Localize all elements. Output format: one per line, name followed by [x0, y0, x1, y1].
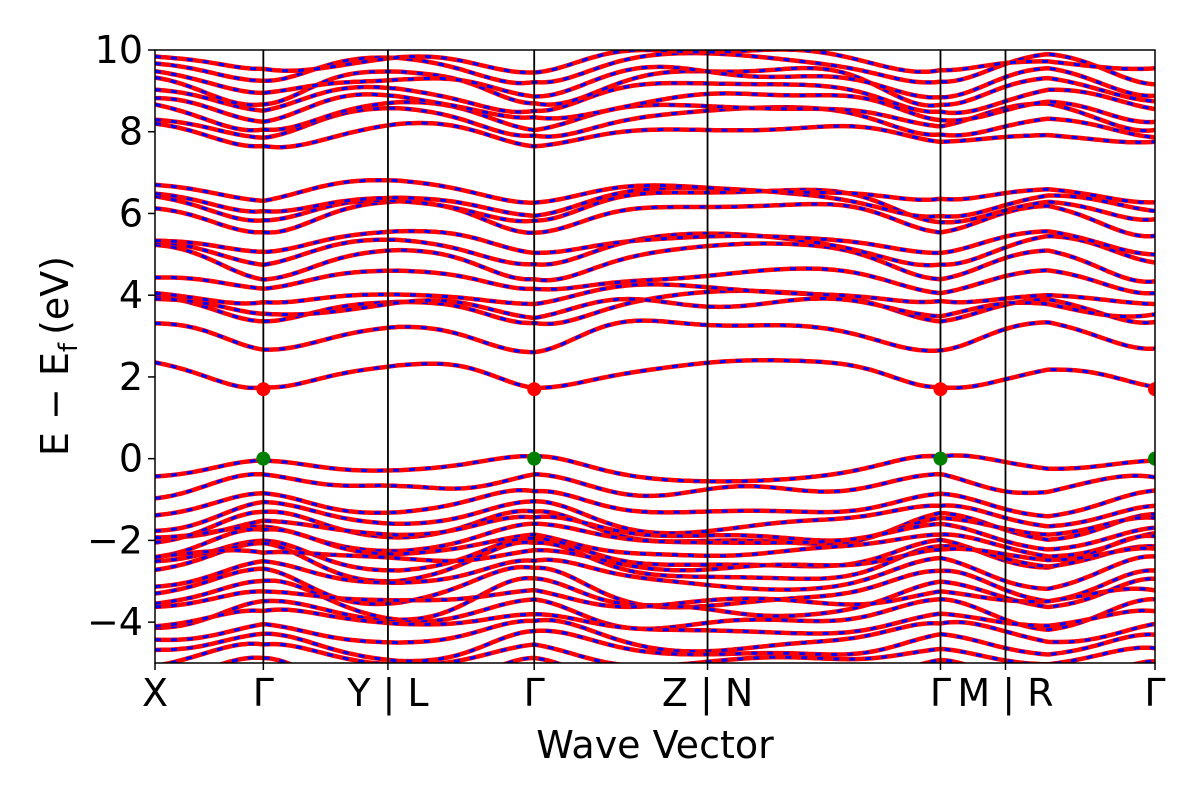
- band-line-overlay: [155, 65, 1155, 99]
- band-line-overlay: [155, 629, 1155, 663]
- y-axis: −4 −2 0 2 4 6 8 10: [87, 28, 155, 644]
- band-line-overlay: [155, 199, 1155, 238]
- vbm-marker: [527, 451, 542, 466]
- band-line-overlay: [155, 91, 1155, 124]
- x-tick-label: Γ: [524, 671, 545, 715]
- band-line: [155, 527, 1155, 560]
- band-line-overlay: [155, 554, 1155, 592]
- band-line: [155, 177, 1155, 205]
- y-tick-label: 6: [119, 191, 143, 235]
- x-tick-label: Γ: [1144, 671, 1165, 715]
- band-line-overlay: [155, 105, 1155, 140]
- y-tick-label: −4: [87, 600, 143, 644]
- band-line-overlay: [155, 499, 1155, 535]
- x-axis-title: Wave Vector: [536, 723, 774, 767]
- x-tick-label: Γ: [930, 671, 951, 715]
- band-line: [155, 120, 1155, 150]
- cbm-marker: [527, 382, 542, 397]
- band-line: [155, 471, 1155, 501]
- band-line-overlay: [155, 81, 1155, 115]
- x-tick-label: Y | L: [346, 671, 428, 716]
- band-line: [155, 296, 1155, 321]
- band-line-overlay: [155, 358, 1155, 390]
- x-tick-label: Γ: [253, 671, 274, 715]
- band-line-overlay: [155, 282, 1155, 306]
- band-edge-markers: [256, 382, 1155, 466]
- band-line-overlay: [155, 51, 1155, 86]
- vbm-marker: [933, 451, 948, 466]
- y-tick-label: 0: [119, 437, 143, 481]
- band-line: [155, 228, 1155, 257]
- band-lines: [155, 50, 1155, 663]
- x-tick-label: X: [142, 671, 168, 715]
- band-line: [155, 453, 1155, 484]
- y-axis-title-unit: (eV): [33, 256, 77, 335]
- vbm-marker: [256, 451, 271, 466]
- y-tick-label: −2: [87, 518, 143, 562]
- band-line: [155, 487, 1155, 519]
- band-line: [155, 514, 1155, 543]
- x-tick-label: Z | N: [662, 671, 753, 716]
- y-tick-label: 10: [95, 28, 143, 72]
- high-symmetry-lines: [262, 50, 1007, 663]
- vbm-marker: [1148, 451, 1155, 466]
- band-line-overlay: [155, 232, 1155, 267]
- x-tick-label: M | R: [957, 671, 1053, 716]
- cbm-marker: [1148, 382, 1155, 397]
- band-line: [155, 586, 1155, 610]
- y-axis-title-main: E − E: [33, 352, 77, 456]
- band-line: [155, 617, 1155, 654]
- band-line-overlay: [155, 188, 1155, 224]
- band-line-overlay: [155, 289, 1155, 326]
- y-tick-label: 8: [119, 110, 143, 154]
- band-line: [155, 607, 1155, 636]
- band-line-overlay: [155, 319, 1155, 354]
- band-line: [155, 266, 1155, 296]
- cbm-marker: [256, 382, 271, 397]
- cbm-marker: [933, 382, 948, 397]
- y-axis-title: E − Ef (eV): [33, 256, 84, 456]
- band-line: [155, 185, 1155, 219]
- band-line: [155, 545, 1155, 573]
- y-tick-label: 4: [119, 273, 143, 317]
- band-line: [155, 241, 1155, 285]
- y-tick-label: 2: [119, 355, 143, 399]
- band-line: [158, 641, 1155, 663]
- plot-frame: [154, 49, 1156, 664]
- y-axis-title-subscript: f: [54, 342, 84, 352]
